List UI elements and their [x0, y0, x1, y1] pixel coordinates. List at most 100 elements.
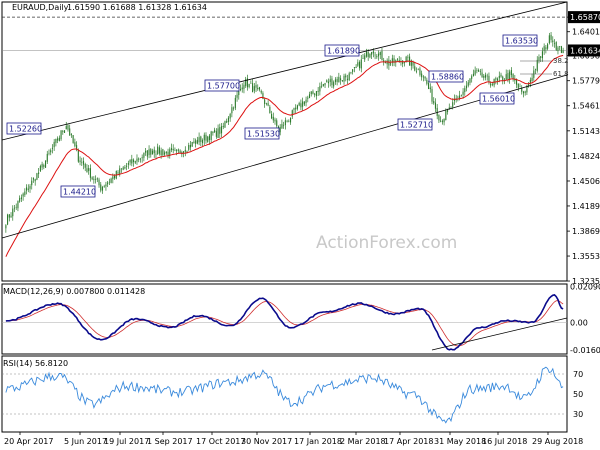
candle-body	[208, 135, 210, 141]
y-tick-label: 1.41890	[572, 202, 600, 211]
candle-body	[381, 50, 383, 61]
candle-body	[153, 149, 155, 154]
candle-body	[305, 99, 307, 103]
annotation-label: 1.57700	[207, 82, 240, 91]
candle-body	[60, 130, 62, 140]
channel-upper	[1, 1, 568, 141]
last-price-badge	[568, 44, 600, 57]
y-tick-label: 1.54615	[572, 102, 600, 111]
x-tick-label: 31 May 2018	[434, 437, 486, 446]
price-overlays: 1.52260 1.44210 1.57700 1.51530 1.61890 1.527…	[6, 34, 569, 198]
candle-body	[7, 214, 9, 225]
macd-layer: 0.020904 0.00 -0.016023	[2, 283, 600, 355]
candle-body	[559, 46, 561, 47]
candle-body	[98, 179, 100, 186]
candle-body	[89, 168, 91, 178]
candle-body	[210, 131, 212, 140]
candle-body	[193, 141, 195, 144]
candle-body	[243, 84, 245, 90]
candle-body	[545, 47, 547, 50]
candle-body	[248, 83, 250, 87]
candle-body	[529, 79, 531, 84]
candle-body	[131, 159, 133, 164]
candle-body	[119, 168, 121, 175]
candle-body	[95, 179, 97, 180]
candle-body	[53, 141, 55, 148]
candle-body	[186, 151, 188, 154]
candle-body	[505, 74, 507, 80]
candle-body	[453, 99, 455, 101]
candle-body	[239, 88, 242, 91]
candle-body	[29, 186, 31, 189]
candle-body	[322, 84, 324, 87]
candle-body	[220, 126, 223, 134]
candle-body	[483, 75, 485, 78]
candle-body	[443, 118, 445, 123]
watermark: ActionForex.com	[316, 233, 457, 253]
x-tick-label: 5 Jun 2017	[64, 437, 107, 446]
candle-body	[376, 56, 378, 58]
candle-body	[472, 73, 474, 77]
candle-body	[509, 71, 511, 80]
candle-body	[488, 75, 490, 83]
candle-body	[295, 107, 297, 110]
candle-body	[276, 120, 278, 127]
candle-body	[189, 144, 192, 148]
candle-body	[57, 138, 59, 141]
candle-body	[63, 130, 66, 133]
candle-body	[502, 76, 504, 81]
candle-body	[484, 74, 487, 78]
candle-body	[234, 97, 236, 109]
candle-body	[284, 120, 286, 126]
candle-body	[79, 160, 81, 163]
candle-body	[101, 187, 104, 191]
candle-body	[460, 94, 462, 96]
candle-body	[371, 52, 373, 55]
macd-header: MACD(12,26,9) 0.007800 0.011428	[3, 287, 145, 296]
candle-body	[491, 84, 493, 85]
candle-body	[12, 208, 14, 217]
candle-body	[479, 71, 481, 72]
candle-body	[500, 74, 502, 77]
candle-body	[538, 57, 540, 61]
candle-body	[490, 83, 492, 86]
candle-body	[414, 66, 416, 71]
candle-body	[448, 107, 450, 109]
candle-body	[214, 129, 216, 133]
x-tick-label: 1 Sep 2017	[147, 437, 193, 446]
y-tick-label: 1.35530	[572, 252, 600, 261]
x-tick-label: 16 Jul 2018	[482, 437, 527, 446]
annotation-box	[204, 79, 240, 92]
candle-body	[296, 105, 298, 109]
candle-body	[303, 101, 305, 105]
candle-body	[514, 79, 516, 81]
candle-body	[317, 90, 319, 92]
candle-body	[403, 62, 405, 64]
candle-body	[15, 206, 17, 208]
candle-body	[495, 78, 497, 80]
candle-body	[32, 178, 35, 180]
candle-body	[446, 109, 449, 112]
candle-body	[526, 85, 528, 93]
candle-body	[393, 58, 395, 63]
candle-body	[333, 82, 335, 87]
candle-body	[86, 168, 88, 172]
candle-body	[96, 178, 98, 180]
macd-tick-label: -0.016023	[570, 346, 600, 355]
candle-body	[507, 73, 509, 80]
candle-body	[34, 179, 36, 182]
annotation-box	[479, 92, 515, 105]
candle-body	[76, 145, 78, 150]
candle-body	[88, 168, 90, 171]
candle-body	[224, 121, 226, 128]
candle-body	[512, 74, 514, 79]
candle-body	[129, 159, 131, 163]
candle-body	[39, 165, 41, 172]
last-price-label: 1.61634	[570, 46, 600, 55]
candle-body	[201, 140, 204, 144]
y-tick-label: 1.45060	[572, 177, 600, 186]
candle-body	[8, 214, 10, 218]
candle-body	[360, 59, 362, 69]
candle-body	[200, 136, 202, 143]
